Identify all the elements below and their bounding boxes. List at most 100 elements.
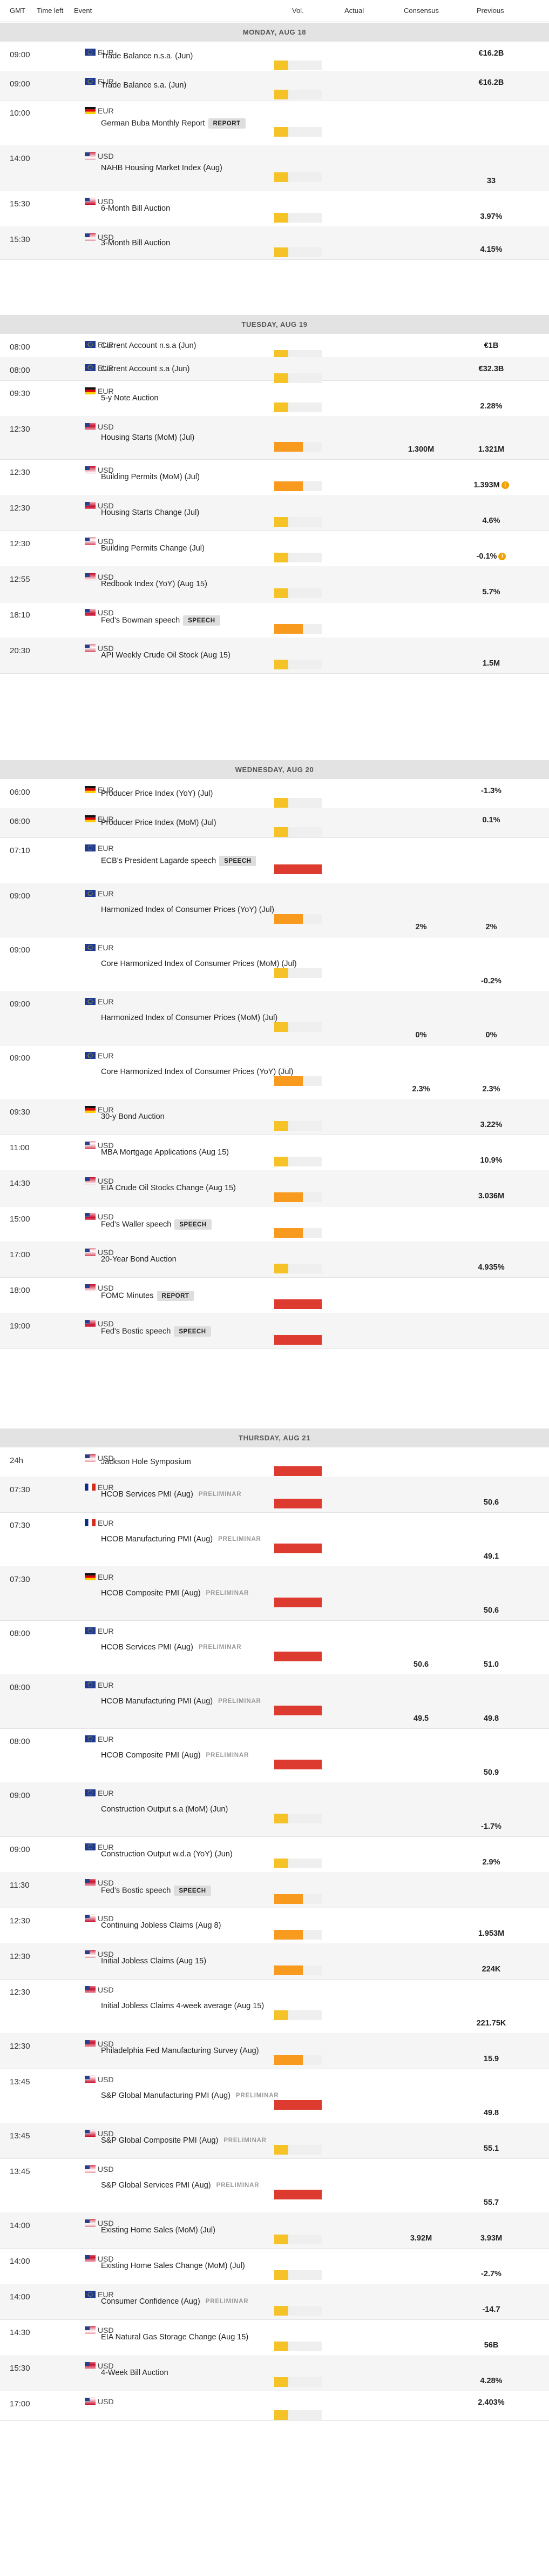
table-row[interactable]: 15:30 USD 4-Week Bill Auction 4.28% bbox=[0, 2355, 549, 2391]
table-row[interactable]: 15:30 USD 3-Month Bill Auction 4.15% bbox=[0, 226, 549, 260]
table-row[interactable]: 09:00 EUR Core Harmonized Index of Consume… bbox=[0, 1045, 549, 1099]
event-name[interactable]: 30-y Bond Auction bbox=[101, 1112, 165, 1121]
event-name[interactable]: Current Account s.a (Jun) bbox=[101, 365, 189, 373]
event-name[interactable]: HCOB Services PMI (Aug) PRELIMINAR bbox=[101, 1490, 241, 1499]
event-name[interactable]: S&P Global Manufacturing PMI (Aug) PRELIM… bbox=[101, 2091, 279, 2100]
table-row[interactable]: 08:00 EUR HCOB Services PMI (Aug) PRELIMINA… bbox=[0, 1620, 549, 1675]
table-row[interactable]: 12:30 USD Initial Jobless Claims 4-week av… bbox=[0, 1979, 549, 2034]
event-name[interactable]: S&P Global Services PMI (Aug) PRELIMINAR bbox=[101, 2181, 259, 2190]
header-actual[interactable]: Actual bbox=[344, 6, 364, 15]
table-row[interactable]: 14:00 USD NAHB Housing Market Index (Aug) 3… bbox=[0, 145, 549, 191]
table-row[interactable]: 12:30 USD Continuing Jobless Claims (Aug 8… bbox=[0, 1908, 549, 1944]
event-name[interactable]: 20-Year Bond Auction bbox=[101, 1255, 177, 1264]
event-name[interactable]: Redbook Index (YoY) (Aug 15) bbox=[101, 580, 207, 588]
table-row[interactable]: 08:00 EUR HCOB Composite PMI (Aug) PRELIMIN… bbox=[0, 1728, 549, 1783]
event-name[interactable]: Construction Output s.a (MoM) (Jun) bbox=[101, 1805, 228, 1814]
table-row[interactable]: 12:30 USD Initial Jobless Claims (Aug 15) 2… bbox=[0, 1943, 549, 1980]
table-row[interactable]: 24h USD Jackson Hole Symposium bbox=[0, 1447, 549, 1477]
table-row[interactable]: 07:30 EUR HCOB Composite PMI (Aug) PRELIMIN… bbox=[0, 1566, 549, 1621]
table-row[interactable]: 15:30 USD 6-Month Bill Auction 3.97% bbox=[0, 191, 549, 227]
event-name[interactable]: Current Account n.s.a (Jun) bbox=[101, 341, 196, 350]
event-name[interactable]: Trade Balance s.a. (Jun) bbox=[101, 81, 186, 90]
event-name[interactable]: Existing Home Sales Change (MoM) (Jul) bbox=[101, 2262, 245, 2270]
table-row[interactable]: 20:30 USD API Weekly Crude Oil Stock (Aug … bbox=[0, 638, 549, 674]
table-row[interactable]: 09:30 EUR 30-y Bond Auction 3.22% bbox=[0, 1099, 549, 1135]
table-row[interactable]: 14:00 USD Existing Home Sales Change (MoM)… bbox=[0, 2248, 549, 2284]
event-name[interactable]: Housing Starts (MoM) (Jul) bbox=[101, 433, 194, 442]
table-row[interactable]: 08:00 EUR Current Account s.a (Jun) €32.3B bbox=[0, 357, 549, 383]
event-name[interactable]: Producer Price Index (MoM) (Jul) bbox=[101, 819, 216, 827]
event-name[interactable]: German Buba Monthly Report REPORT bbox=[101, 118, 246, 129]
table-row[interactable]: 12:30 USD Building Permits Change (Jul) -0.… bbox=[0, 531, 549, 567]
event-name[interactable]: ECB's President Lagarde speech SPEECH bbox=[101, 856, 256, 866]
table-row[interactable]: 12:55 USD Redbook Index (YoY) (Aug 15) 5.7% bbox=[0, 566, 549, 602]
revised-info-icon[interactable]: ! bbox=[498, 553, 506, 560]
table-row[interactable]: 12:30 USD Building Permits (MoM) (Jul) 1.39… bbox=[0, 459, 549, 495]
table-row[interactable]: 18:10 USD Fed's Bowman speech SPEECH bbox=[0, 602, 549, 638]
header-time-left[interactable]: Time left bbox=[37, 6, 64, 15]
event-name[interactable]: HCOB Manufacturing PMI (Aug) PRELIMINAR bbox=[101, 1535, 261, 1544]
event-name[interactable]: API Weekly Crude Oil Stock (Aug 15) bbox=[101, 651, 231, 660]
event-name[interactable]: Fed's Waller speech SPEECH bbox=[101, 1219, 212, 1230]
table-row[interactable]: 09:00 EUR Core Harmonized Index of Consume… bbox=[0, 937, 549, 991]
table-row[interactable]: 06:00 EUR Producer Price Index (MoM) (Jul)… bbox=[0, 808, 549, 838]
table-row[interactable]: 09:00 EUR Construction Output w.d.a (YoY) … bbox=[0, 1836, 549, 1873]
event-name[interactable]: Fed's Bowman speech SPEECH bbox=[101, 615, 220, 626]
table-row[interactable]: 14:30 USD EIA Crude Oil Stocks Change (Aug… bbox=[0, 1170, 549, 1206]
table-row[interactable]: 12:30 USD Housing Starts Change (Jul) 4.6% bbox=[0, 495, 549, 531]
event-name[interactable]: Jackson Hole Symposium bbox=[101, 1458, 191, 1466]
header-consensus[interactable]: Consensus bbox=[404, 6, 439, 15]
table-row[interactable]: 10:00 EUR German Buba Monthly Report REPORT bbox=[0, 100, 549, 146]
event-name[interactable]: Initial Jobless Claims 4-week average (A… bbox=[101, 2002, 264, 2010]
table-row[interactable]: 14:00 EUR Consumer Confidence (Aug) PRELIMI… bbox=[0, 2284, 549, 2320]
table-row[interactable]: 11:00 USD MBA Mortgage Applications (Aug 1… bbox=[0, 1135, 549, 1171]
table-row[interactable]: 08:00 EUR HCOB Manufacturing PMI (Aug) PREL… bbox=[0, 1674, 549, 1729]
table-row[interactable]: 07:10 EUR ECB's President Lagarde speech SP… bbox=[0, 837, 549, 883]
event-name[interactable]: Building Permits (MoM) (Jul) bbox=[101, 473, 200, 481]
event-name[interactable]: Building Permits Change (Jul) bbox=[101, 544, 205, 553]
event-name[interactable]: 6-Month Bill Auction bbox=[101, 204, 170, 213]
event-name[interactable]: FOMC Minutes REPORT bbox=[101, 1291, 194, 1301]
event-name[interactable]: HCOB Services PMI (Aug) PRELIMINAR bbox=[101, 1643, 241, 1652]
event-name[interactable]: NAHB Housing Market Index (Aug) bbox=[101, 164, 222, 172]
table-row[interactable]: 13:45 USD S&P Global Manufacturing PMI (Au… bbox=[0, 2069, 549, 2123]
event-name[interactable]: MBA Mortgage Applications (Aug 15) bbox=[101, 1148, 229, 1157]
table-row[interactable]: 17:00 USD 20-Year Bond Auction 4.935% bbox=[0, 1242, 549, 1278]
event-name[interactable]: HCOB Composite PMI (Aug) PRELIMINAR bbox=[101, 1751, 249, 1760]
table-row[interactable]: 08:00 EUR Current Account n.s.a (Jun) €1B bbox=[0, 334, 549, 360]
table-row[interactable]: 13:45 USD S&P Global Services PMI (Aug) PRE… bbox=[0, 2158, 549, 2213]
table-row[interactable]: 11:30 USD Fed's Bostic speech SPEECH bbox=[0, 1872, 549, 1908]
event-name[interactable]: Fed's Bostic speech SPEECH bbox=[101, 1326, 211, 1337]
event-name[interactable]: Fed's Bostic speech SPEECH bbox=[101, 1886, 211, 1896]
table-row[interactable]: 14:30 USD EIA Natural Gas Storage Change (… bbox=[0, 2319, 549, 2356]
table-row[interactable]: 12:30 USD Housing Starts (MoM) (Jul) 1.300M… bbox=[0, 416, 549, 460]
event-name[interactable]: Continuing Jobless Claims (Aug 8) bbox=[101, 1921, 221, 1930]
event-name[interactable]: Existing Home Sales (MoM) (Jul) bbox=[101, 2226, 215, 2235]
event-name[interactable]: Harmonized Index of Consumer Prices (YoY… bbox=[101, 905, 274, 914]
event-name[interactable]: HCOB Manufacturing PMI (Aug) PRELIMINAR bbox=[101, 1697, 261, 1706]
event-name[interactable]: EIA Natural Gas Storage Change (Aug 15) bbox=[101, 2333, 248, 2342]
header-gmt[interactable]: GMT bbox=[10, 6, 25, 15]
table-row[interactable]: 13:45 USD S&P Global Composite PMI (Aug) PR… bbox=[0, 2123, 549, 2159]
table-row[interactable]: 17:00 USD 2.403% bbox=[0, 2391, 549, 2421]
event-name[interactable]: HCOB Composite PMI (Aug) PRELIMINAR bbox=[101, 1589, 249, 1598]
revised-info-icon[interactable]: ! bbox=[501, 481, 509, 489]
event-name[interactable]: Consumer Confidence (Aug) PRELIMINAR bbox=[101, 2297, 248, 2306]
table-row[interactable]: 06:00 EUR Producer Price Index (YoY) (Jul)… bbox=[0, 779, 549, 809]
event-name[interactable]: Core Harmonized Index of Consumer Prices… bbox=[101, 1068, 293, 1076]
event-name[interactable]: Philadelphia Fed Manufacturing Survey (A… bbox=[101, 2047, 259, 2055]
event-name[interactable]: EIA Crude Oil Stocks Change (Aug 15) bbox=[101, 1184, 236, 1192]
header-volatility[interactable]: Vol. bbox=[292, 6, 304, 15]
event-name[interactable]: 5-y Note Auction bbox=[101, 394, 158, 403]
event-name[interactable]: 4-Week Bill Auction bbox=[101, 2369, 168, 2377]
event-name[interactable]: Initial Jobless Claims (Aug 15) bbox=[101, 1957, 206, 1965]
table-row[interactable]: 09:00 EUR Trade Balance n.s.a. (Jun) €16.2B bbox=[0, 42, 549, 71]
table-row[interactable]: 07:30 EUR HCOB Manufacturing PMI (Aug) PREL… bbox=[0, 1512, 549, 1567]
table-row[interactable]: 19:00 USD Fed's Bostic speech SPEECH bbox=[0, 1313, 549, 1349]
table-row[interactable]: 09:00 EUR Construction Output s.a (MoM) (J… bbox=[0, 1782, 549, 1837]
table-row[interactable]: 09:00 EUR Trade Balance s.a. (Jun) €16.2B bbox=[0, 71, 549, 100]
table-row[interactable]: 12:30 USD Philadelphia Fed Manufacturing S… bbox=[0, 2033, 549, 2069]
event-name[interactable]: Core Harmonized Index of Consumer Prices… bbox=[101, 960, 297, 968]
event-name[interactable]: Housing Starts Change (Jul) bbox=[101, 508, 199, 517]
event-name[interactable]: Producer Price Index (YoY) (Jul) bbox=[101, 789, 213, 798]
